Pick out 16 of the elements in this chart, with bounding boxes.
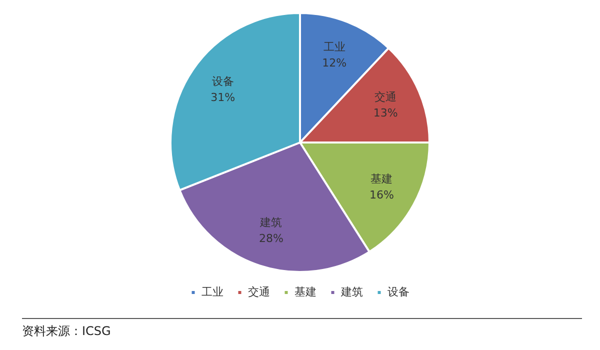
slice-label: 设备 [212,74,234,88]
legend-label: 建筑 [340,285,363,298]
legend-label: 交通 [248,285,270,298]
legend-label: 设备 [387,285,410,298]
legend-label: 工业 [201,285,224,298]
data-label: 12% [322,56,347,70]
data-label: 16% [369,188,394,202]
legend-label: 基建 [294,285,316,298]
slice-label: 建筑 [259,216,282,230]
slice-label: 交通 [374,90,397,104]
data-label: 28% [258,232,284,246]
slice-label: 工业 [323,40,346,54]
slice-label: 基建 [370,172,393,186]
data-label: 31% [210,90,236,104]
text: 资料来源：ICSG [22,323,112,340]
data-label: 13% [373,106,398,120]
